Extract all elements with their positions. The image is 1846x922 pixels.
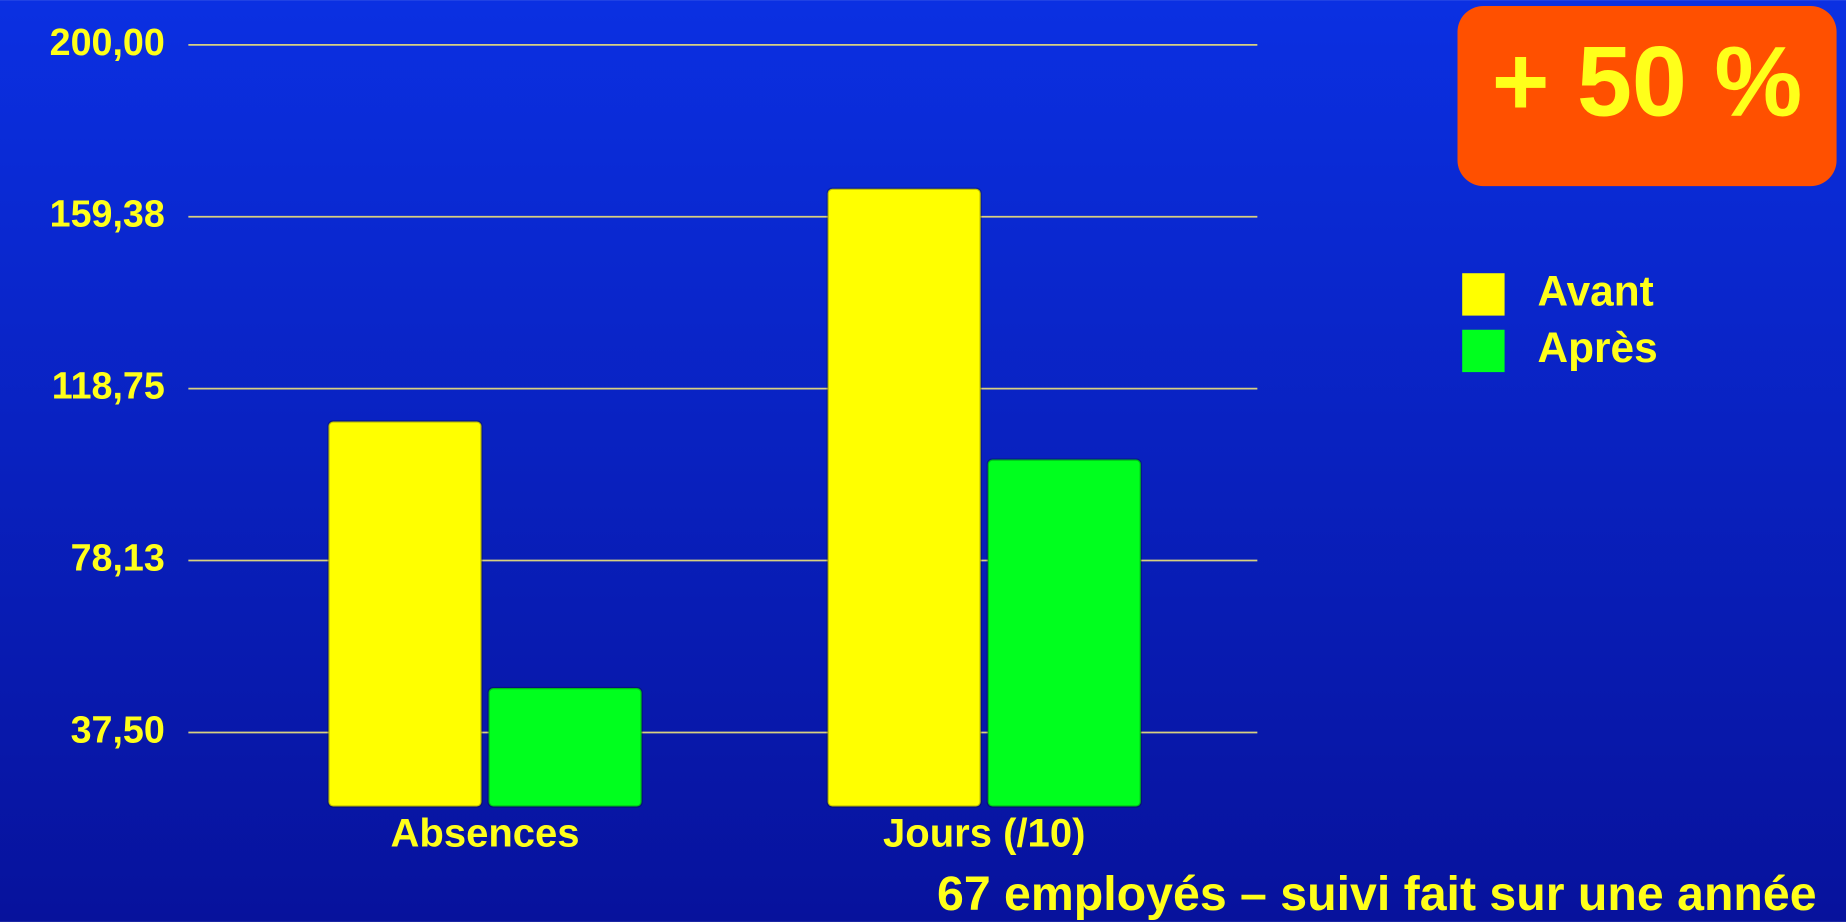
y-tick-label: 200,00: [50, 21, 165, 63]
bar: [826, 187, 982, 808]
footnote: 67 employés – suivi fait sur une année: [937, 867, 1817, 921]
y-tick-label: 78,13: [71, 536, 165, 578]
legend-label: Avant: [1538, 268, 1654, 315]
bar: [487, 686, 643, 808]
legend-swatch: [1462, 273, 1505, 316]
y-tick-label: 37,50: [71, 708, 165, 750]
badge: [1457, 5, 1837, 187]
y-tick-label: 118,75: [52, 365, 165, 407]
bar: [327, 420, 483, 808]
bar: [986, 458, 1142, 808]
x-tick-label: Absences: [391, 812, 580, 856]
legend-label: Après: [1538, 324, 1658, 371]
legend-swatch: [1462, 329, 1505, 373]
x-tick-label: Jours (/10): [883, 812, 1085, 856]
y-tick-label: 159,38: [50, 193, 165, 235]
badge-text: + 50 %: [1492, 26, 1803, 137]
